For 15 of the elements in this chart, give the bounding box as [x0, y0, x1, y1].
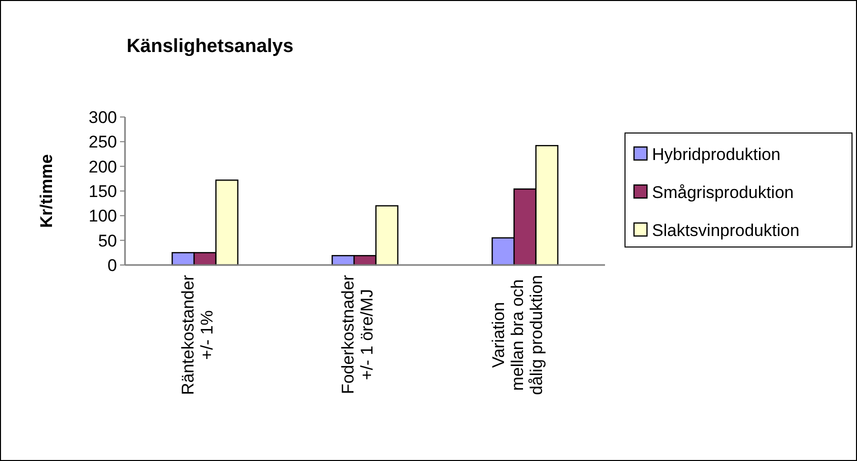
- y-axis-title: Kr/timme: [37, 154, 56, 228]
- y-tick-label: 0: [108, 256, 117, 275]
- x-tick-label: Räntekostander +/- 1%: [178, 274, 216, 396]
- y-tick-label: 200: [88, 157, 117, 176]
- legend-label: Hybridproduktion: [652, 144, 781, 164]
- y-tick-label: 150: [88, 182, 117, 201]
- legend-label: Smågrisproduktion: [652, 182, 794, 202]
- chart-title: Känslighetsanalys: [126, 36, 294, 57]
- y-tick-label: 250: [88, 132, 117, 152]
- y-tick-label: 50: [98, 231, 117, 250]
- y-tick-label: 300: [88, 108, 117, 127]
- x-tick-label: Variation mellan bra och dålig produktion: [488, 275, 546, 396]
- y-tick-label: 100: [88, 206, 117, 226]
- legend-label: Slaktsvinproduktion: [652, 220, 800, 240]
- x-tick-label: Foderkostnader +/- 1 öre/MJ: [338, 274, 376, 394]
